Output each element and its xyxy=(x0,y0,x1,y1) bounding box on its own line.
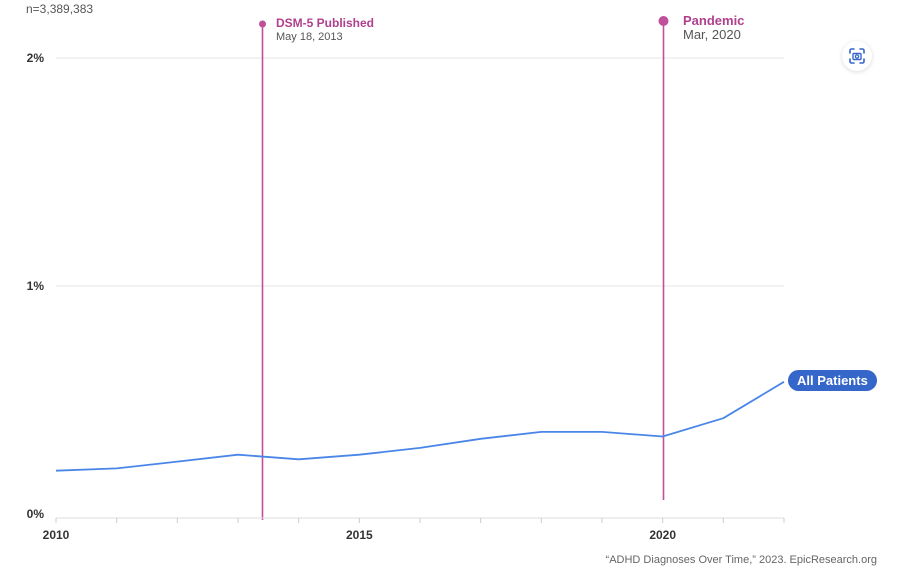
series-lines xyxy=(55,381,785,472)
annotation-pandemic-title: Pandemic xyxy=(683,13,745,28)
x-tick-label: 2015 xyxy=(346,528,373,542)
x-tick-label: 2010 xyxy=(43,528,70,542)
source-citation: “ADHD Diagnoses Over Time,” 2023. EpicRe… xyxy=(605,554,877,566)
x-axis: 2010 2015 2020 xyxy=(43,517,785,542)
y-tick-label: 1% xyxy=(27,279,45,293)
annotation-marker xyxy=(658,16,669,26)
camera-scan-icon xyxy=(849,48,865,64)
annotation-dsm5-date: May 18, 2013 xyxy=(276,31,343,43)
series-line xyxy=(55,381,785,472)
annotation-marker xyxy=(259,20,266,28)
y-tick-label: 0% xyxy=(27,507,45,521)
y-tick-label: 2% xyxy=(27,51,45,65)
gridlines xyxy=(56,57,784,287)
sample-size-label: n=3,389,383 xyxy=(26,2,94,16)
annotation-lines xyxy=(259,16,669,520)
series-label-all-patients[interactable]: All Patients xyxy=(788,370,877,391)
y-axis: 0% 1% 2% xyxy=(27,51,45,521)
annotation-dsm5-title: DSM-5 Published xyxy=(276,16,375,30)
screenshot-button[interactable] xyxy=(842,41,872,71)
annotation-pandemic-date: Mar, 2020 xyxy=(683,27,741,42)
x-tick-label: 2020 xyxy=(649,528,676,542)
